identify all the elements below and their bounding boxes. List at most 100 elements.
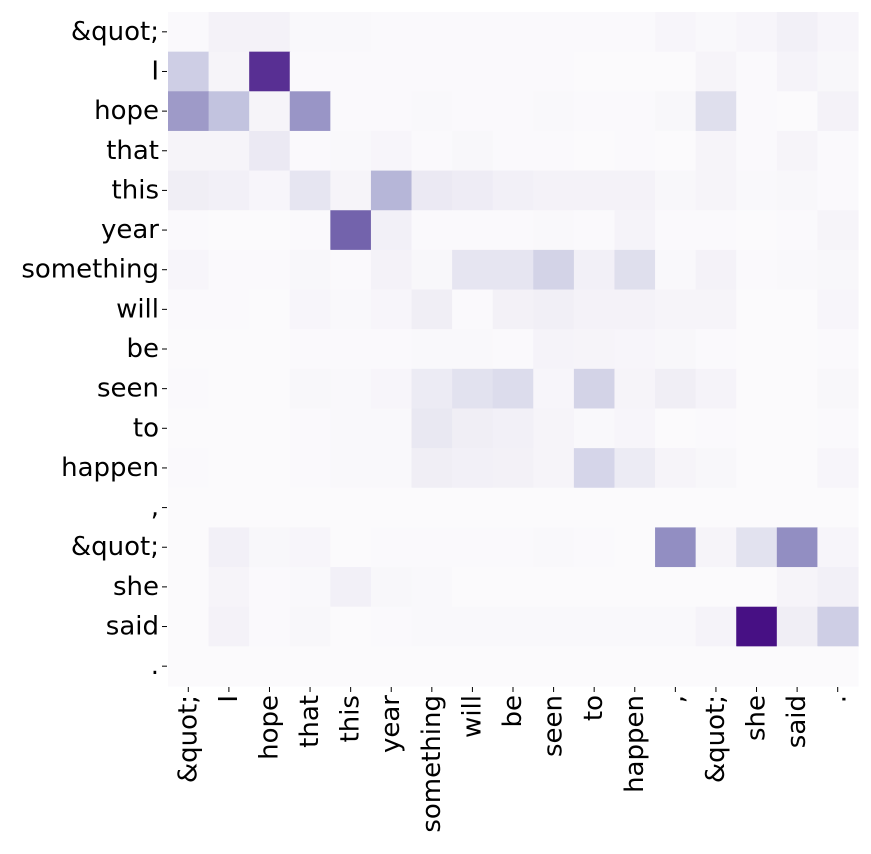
heatmap-cell xyxy=(695,170,737,211)
heatmap-cell xyxy=(289,329,331,370)
heatmap-cell xyxy=(208,289,250,330)
heatmap-cell xyxy=(533,249,575,291)
heatmap-cell xyxy=(370,210,413,251)
heatmap-cell xyxy=(655,130,697,172)
heatmap-cell xyxy=(411,12,453,53)
heatmap-cell xyxy=(452,646,494,687)
heatmap-cell xyxy=(655,249,697,291)
heatmap-cell xyxy=(655,527,697,568)
heatmap-cell xyxy=(492,567,534,608)
heatmap-cell xyxy=(695,527,737,568)
heatmap-cell xyxy=(614,170,656,211)
heatmap-cell xyxy=(533,606,575,647)
heatmap-cell xyxy=(289,12,331,53)
heatmap-cell xyxy=(533,408,575,449)
heatmap-cell xyxy=(411,448,453,489)
heatmap-cell xyxy=(776,130,819,172)
heatmap-cell xyxy=(614,210,656,251)
heatmap-cell xyxy=(330,567,372,608)
heatmap-cell xyxy=(411,210,453,251)
x-tick-label: be xyxy=(498,695,528,728)
x-tick-label: happen xyxy=(620,695,650,793)
x-tick-label: year xyxy=(376,695,406,753)
heatmap-cell xyxy=(573,408,616,449)
y-tick-label: that xyxy=(106,136,159,166)
heatmap-cell xyxy=(289,567,331,608)
heatmap-cell xyxy=(492,249,534,291)
y-tick-label: seen xyxy=(97,374,159,404)
heatmap-cell xyxy=(208,91,250,132)
heatmap-cell xyxy=(736,606,778,647)
heatmap-cell xyxy=(330,527,372,568)
heatmap-cell xyxy=(492,368,534,410)
heatmap-cell xyxy=(370,170,413,211)
heatmap-cell xyxy=(573,249,616,291)
heatmap-cell xyxy=(492,51,534,92)
heatmap-cell xyxy=(411,51,453,92)
heatmap-cell xyxy=(655,646,697,687)
heatmap-cell xyxy=(573,329,616,370)
y-tick-label: hope xyxy=(94,96,159,126)
heatmap-cell xyxy=(817,130,859,172)
heatmap-cell xyxy=(492,91,534,132)
heatmap-cell xyxy=(249,12,291,53)
heatmap-cell xyxy=(452,329,494,370)
y-tick-label: something xyxy=(21,255,159,285)
heatmap-cell xyxy=(452,487,494,529)
heatmap-cell xyxy=(168,527,210,568)
heatmap-cell xyxy=(695,130,737,172)
heatmap-cell xyxy=(249,368,291,410)
heatmap-cell xyxy=(573,527,616,568)
heatmap-cell xyxy=(533,289,575,330)
heatmap-cell xyxy=(492,12,534,53)
heatmap-cell xyxy=(614,130,656,172)
heatmap-cell xyxy=(817,646,859,687)
heatmap-cell xyxy=(817,289,859,330)
heatmap-cell xyxy=(776,646,819,687)
heatmap-cell xyxy=(695,487,737,529)
heatmap-cell xyxy=(614,408,656,449)
heatmap-cell xyxy=(492,289,534,330)
heatmap-cell xyxy=(289,170,331,211)
heatmap-cell xyxy=(289,408,331,449)
heatmap-cell xyxy=(330,368,372,410)
y-tick-label: year xyxy=(101,215,159,245)
heatmap-cell xyxy=(370,130,413,172)
heatmap-cell xyxy=(573,51,616,92)
heatmap-cell xyxy=(695,12,737,53)
x-tick-label: . xyxy=(823,695,853,703)
heatmap-cell xyxy=(573,646,616,687)
heatmap-cell xyxy=(817,487,859,529)
heatmap-cell xyxy=(614,368,656,410)
heatmap-cell xyxy=(249,448,291,489)
y-tick-label: . xyxy=(151,651,159,681)
heatmap-cell xyxy=(655,91,697,132)
heatmap-cell xyxy=(817,368,859,410)
heatmap-cell xyxy=(776,249,819,291)
heatmap-cell xyxy=(289,210,331,251)
heatmap-cell xyxy=(492,329,534,370)
heatmap-cell xyxy=(370,289,413,330)
heatmap-cell xyxy=(330,249,372,291)
heatmap-cell xyxy=(776,567,819,608)
heatmap-cell xyxy=(208,249,250,291)
heatmap-cell xyxy=(655,12,697,53)
heatmap-cell xyxy=(655,567,697,608)
heatmap-cell xyxy=(370,51,413,92)
heatmap-cell xyxy=(533,130,575,172)
heatmap-cell xyxy=(736,567,778,608)
heatmap-cell xyxy=(330,12,372,53)
y-tick-label: , xyxy=(151,493,159,523)
heatmap-cell xyxy=(736,527,778,568)
heatmap-cell xyxy=(533,170,575,211)
heatmap-cell xyxy=(573,91,616,132)
heatmap-cell xyxy=(573,448,616,489)
heatmap-cell xyxy=(330,51,372,92)
heatmap-cell xyxy=(776,448,819,489)
heatmap-cell xyxy=(492,487,534,529)
heatmap-cell xyxy=(533,448,575,489)
heatmap-cell xyxy=(736,408,778,449)
heatmap-cell xyxy=(249,606,291,647)
